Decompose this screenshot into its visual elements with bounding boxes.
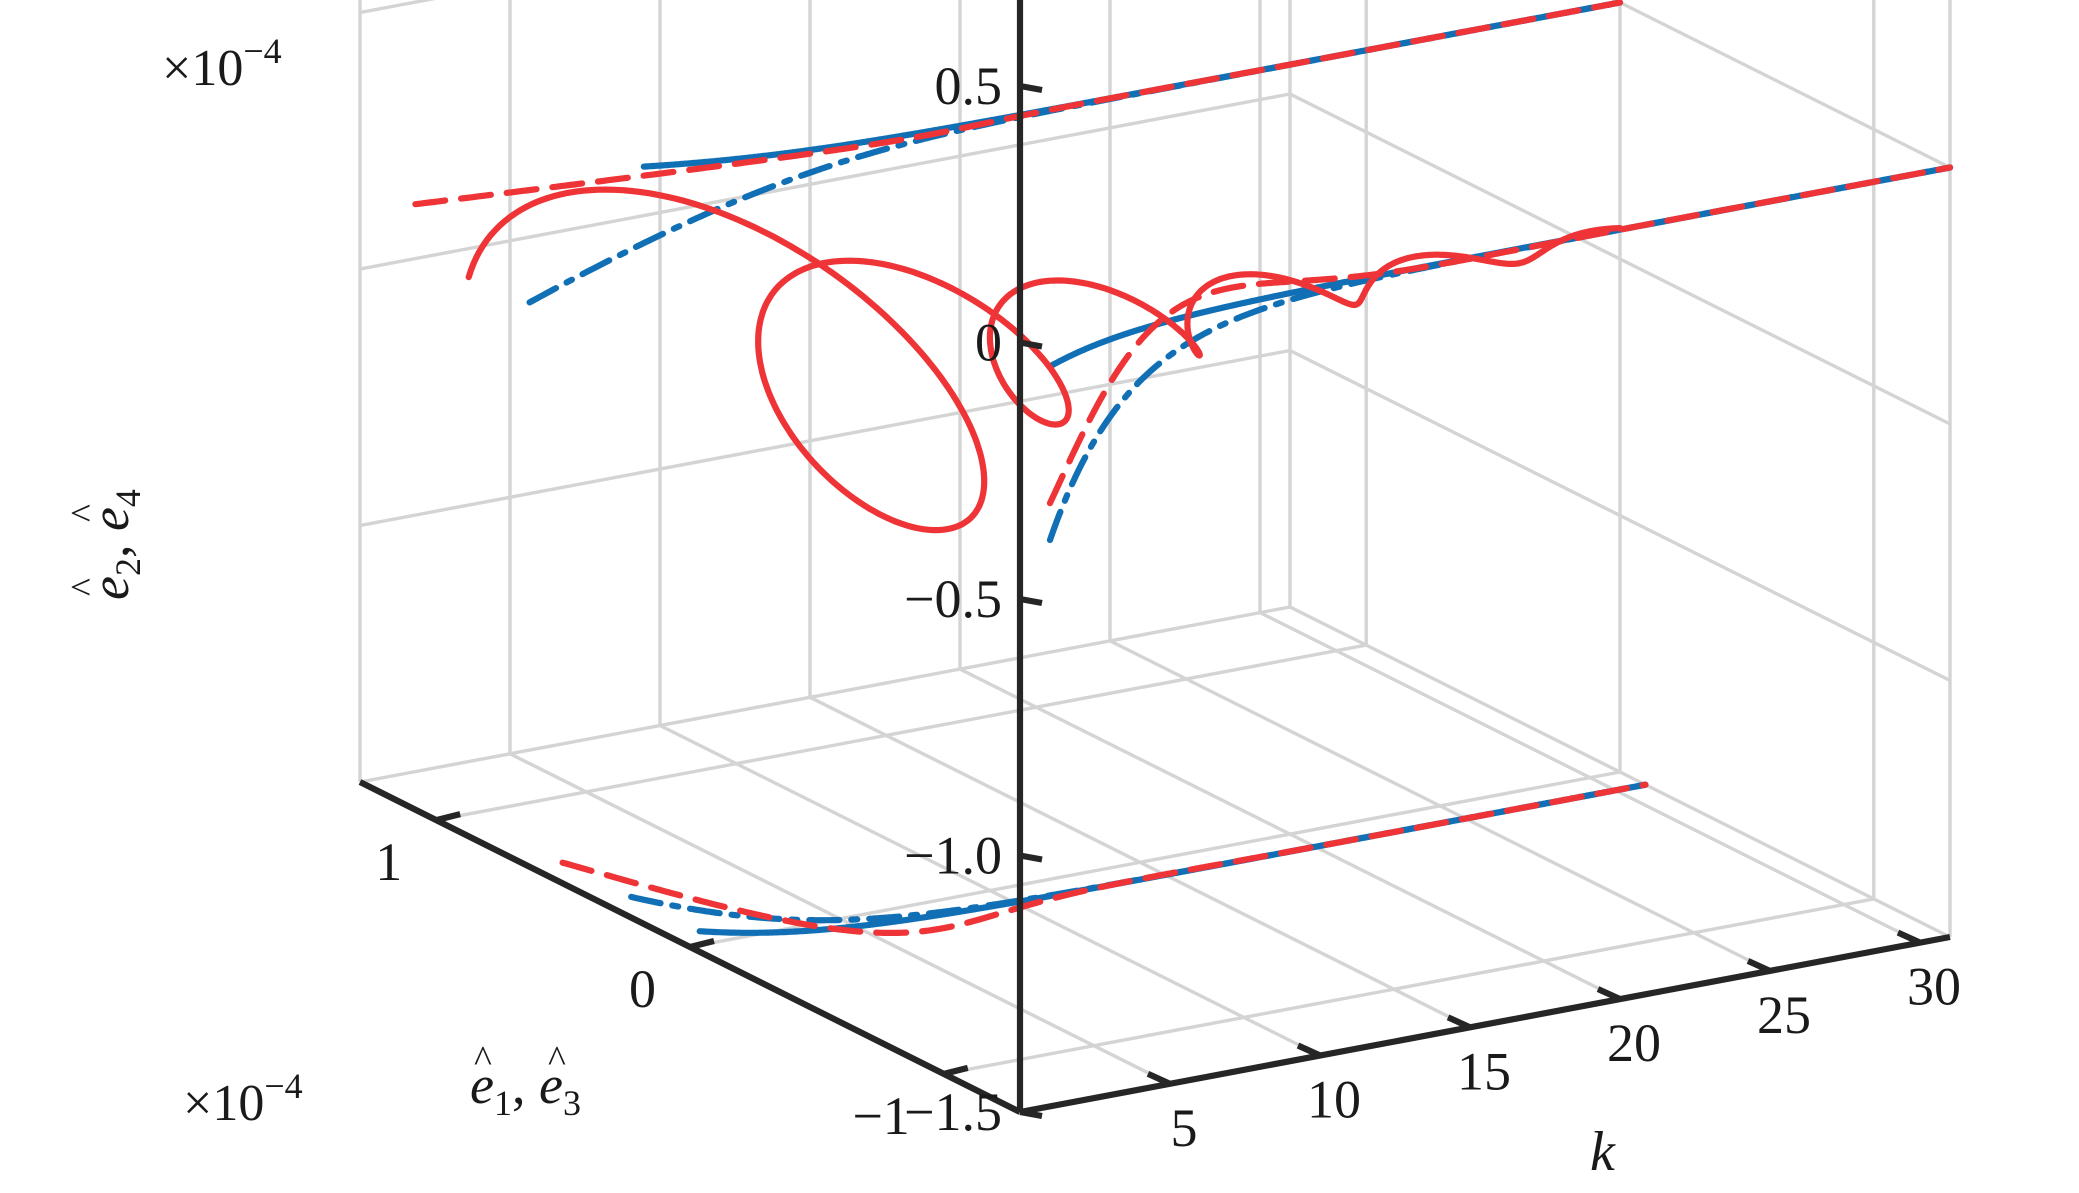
x-tick-mark (689, 937, 715, 951)
k-axis-line (1019, 933, 1951, 1116)
grid-side-z (1289, 92, 1951, 426)
svg-text:^: ^ (64, 578, 106, 596)
z-tick-label: −1.0 (904, 826, 1002, 886)
x-tick-label: −1 (852, 1086, 909, 1146)
grid-floor-x (943, 897, 1875, 1076)
svg-text:e2, e4: e2, e4 (80, 489, 148, 600)
z-tick-mark (1019, 1108, 1043, 1120)
grid-floor-k (1109, 639, 1771, 973)
x-tick-mark (943, 1064, 969, 1077)
k-tick-label: 5 (1171, 1098, 1198, 1158)
k-tick-mark (1446, 1014, 1472, 1031)
x-axis-label: e1, e3 (470, 1055, 581, 1123)
z-tick-mark (1019, 82, 1043, 94)
k-tick-label: 15 (1457, 1041, 1511, 1101)
x-tick-label: 1 (375, 832, 402, 892)
grid-floor-k (1259, 611, 1921, 945)
x-tick-label: 0 (629, 959, 656, 1019)
k-axis-label: k (1590, 1121, 1616, 1183)
z-tick-label: −0.5 (904, 569, 1002, 629)
series-1-proj-z (1046, 164, 1954, 544)
grid-floor-k (809, 695, 1471, 1029)
k-tick-mark (1896, 929, 1922, 946)
grid-side-z (1289, 605, 1951, 939)
grid-back-z (359, 348, 1291, 528)
k-tick-mark (1296, 1042, 1322, 1059)
grid-floor-k (659, 723, 1321, 1058)
k-tick-mark (1146, 1070, 1172, 1087)
k-tick-label: 30 (1907, 957, 1961, 1017)
z-axis-label: e2, e4 ^ ^ (64, 489, 148, 600)
series-0-proj-floor (696, 781, 1649, 936)
grid-back-z (359, 605, 1291, 784)
grid-side-z (1289, 348, 1951, 683)
grid-floor-x (689, 770, 1621, 949)
k-tick-mark (1596, 986, 1622, 1002)
z-tick-mark (1019, 595, 1043, 607)
k-tick-mark (1746, 958, 1772, 974)
k-tick-label: 20 (1607, 1013, 1661, 1073)
grid-floor-x (435, 643, 1367, 822)
series-3-proj-z (1046, 164, 1954, 507)
grid-layer (358, 0, 1952, 1086)
series-3-proj-floor (559, 781, 1649, 936)
z-tick-label: −1.5 (904, 1082, 1002, 1142)
z-tick-mark (1019, 339, 1043, 350)
x-tick-mark (435, 811, 461, 824)
series-2-line (465, 186, 1624, 534)
x-label-hat-2: ^ (548, 1039, 566, 1081)
z-tick-label: 0 (975, 313, 1002, 373)
grid-back-z (359, 0, 436, 15)
series-3-line (412, 0, 1624, 208)
x-multiplier: ×10−4 (183, 1066, 303, 1132)
z-tick-label: 0.5 (935, 56, 1003, 116)
k-tick-label: 25 (1757, 985, 1811, 1045)
z-multiplier: ×10−4 (162, 31, 282, 97)
k-tick-label: 10 (1307, 1070, 1361, 1130)
series-1-proj-floor (628, 781, 1649, 924)
x-label-hat-1: ^ (474, 1039, 492, 1081)
grid-floor-k (959, 667, 1621, 1001)
series-layer (412, 0, 1954, 936)
svg-text:^: ^ (64, 504, 106, 522)
label-layer: ×10−4 ×10−4 e1, e3 ^ ^ e2, e4 ^ ^ k (64, 31, 1616, 1183)
grid-back-z (359, 92, 1291, 271)
z-tick-mark (1019, 852, 1043, 863)
